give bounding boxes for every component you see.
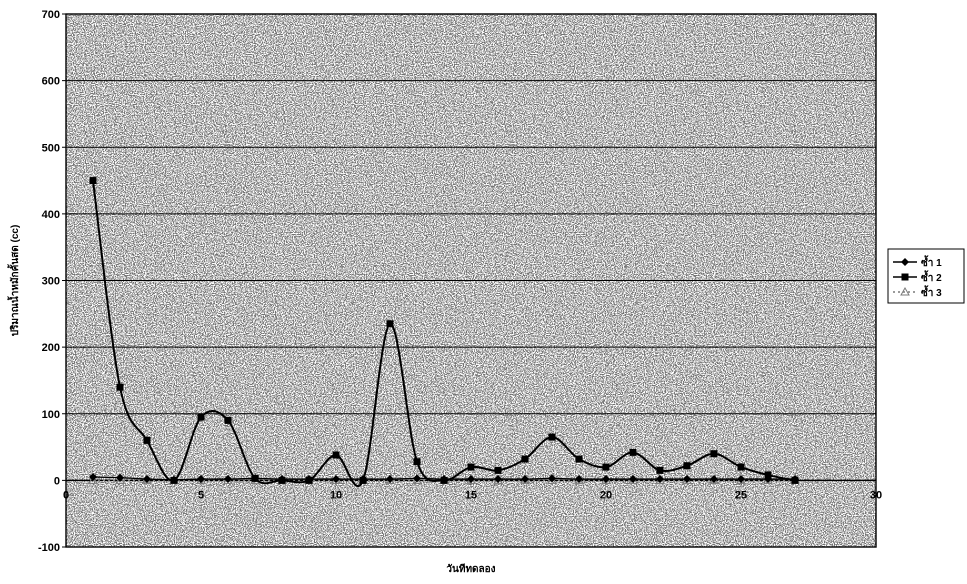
series-layer	[88, 177, 800, 488]
data-point	[710, 475, 718, 484]
data-point	[737, 463, 745, 471]
data-point	[494, 475, 502, 484]
data-point	[602, 475, 610, 484]
data-point	[575, 475, 583, 484]
y-tick-label: 600	[42, 76, 60, 88]
data-point	[332, 475, 340, 484]
legend-swatch-marker	[901, 273, 909, 281]
data-point	[143, 475, 151, 484]
data-point	[386, 475, 394, 484]
data-point	[89, 177, 97, 185]
data-point	[197, 413, 205, 421]
data-point	[197, 475, 205, 484]
x-tick-label: 5	[198, 489, 204, 501]
data-point	[602, 463, 610, 471]
data-point	[629, 448, 637, 456]
data-point	[116, 383, 124, 391]
series-2	[89, 177, 799, 488]
data-point	[386, 320, 394, 328]
data-point	[332, 451, 340, 459]
legend-items: ซ้ำ 1ซ้ำ 2ซ้ำ 3	[893, 255, 942, 299]
data-point	[143, 436, 151, 444]
x-tick-label: 10	[330, 489, 342, 501]
data-point	[251, 474, 259, 482]
x-tick-label: 25	[735, 489, 747, 501]
legend-box	[887, 248, 965, 304]
data-point	[575, 455, 583, 463]
y-axis-ticks: -100 0 100 200 300 400 500 600 700	[38, 9, 66, 554]
y-tick-label: 300	[42, 276, 60, 288]
y-tick-label: 700	[42, 9, 60, 21]
data-point	[548, 474, 556, 483]
x-tick-label: 0	[63, 489, 69, 501]
y-tick-label: 500	[42, 142, 60, 154]
x-tick-label: 15	[465, 489, 477, 501]
data-point	[467, 475, 475, 484]
y-tick-label: 0	[54, 475, 60, 487]
y-tick-label: -100	[38, 542, 60, 554]
data-point	[521, 455, 529, 463]
legend-item: ซ้ำ 3	[893, 285, 942, 299]
data-point	[278, 476, 286, 484]
data-point	[224, 416, 232, 424]
data-point	[683, 462, 691, 470]
legend-item: ซ้ำ 1	[893, 255, 942, 269]
data-point	[683, 475, 691, 484]
x-tick-label: 20	[600, 489, 612, 501]
y-axis-label: ปริมาณน้ำหมักคั้นสด (cc)	[7, 225, 21, 337]
legend-swatch-marker	[900, 286, 910, 296]
data-point	[359, 476, 367, 484]
data-point	[629, 475, 637, 484]
legend: ซ้ำ 1ซ้ำ 2ซ้ำ 3	[887, 248, 965, 304]
x-tick-label: 30	[870, 489, 882, 501]
data-point	[440, 476, 448, 484]
legend-label: ซ้ำ 2	[921, 270, 942, 284]
data-point	[89, 473, 97, 482]
data-point	[413, 458, 421, 466]
data-point	[413, 474, 421, 483]
data-point	[521, 475, 529, 484]
data-point	[467, 463, 475, 471]
legend-label: ซ้ำ 3	[921, 285, 942, 299]
data-point	[710, 450, 718, 458]
data-point	[224, 475, 232, 484]
data-point	[737, 475, 745, 484]
data-point	[88, 475, 98, 484]
legend-item: ซ้ำ 2	[893, 270, 942, 284]
data-point	[791, 476, 799, 484]
legend-label: ซ้ำ 1	[921, 255, 942, 269]
data-point	[764, 471, 772, 479]
y-tick-label: 200	[42, 342, 60, 354]
data-point	[656, 466, 664, 474]
data-point	[494, 466, 502, 474]
x-axis-label: วันทีทดลอง	[446, 563, 495, 575]
data-point	[548, 433, 556, 441]
data-point	[305, 476, 313, 484]
x-axis-ticks: 0 5 10 15 20 25 30	[63, 480, 882, 501]
data-point	[656, 475, 664, 484]
data-point	[116, 473, 124, 482]
data-point	[170, 476, 178, 484]
legend-swatch-marker	[901, 258, 909, 266]
y-tick-label: 400	[42, 209, 60, 221]
data-point	[115, 475, 125, 484]
y-tick-label: 100	[42, 409, 60, 421]
